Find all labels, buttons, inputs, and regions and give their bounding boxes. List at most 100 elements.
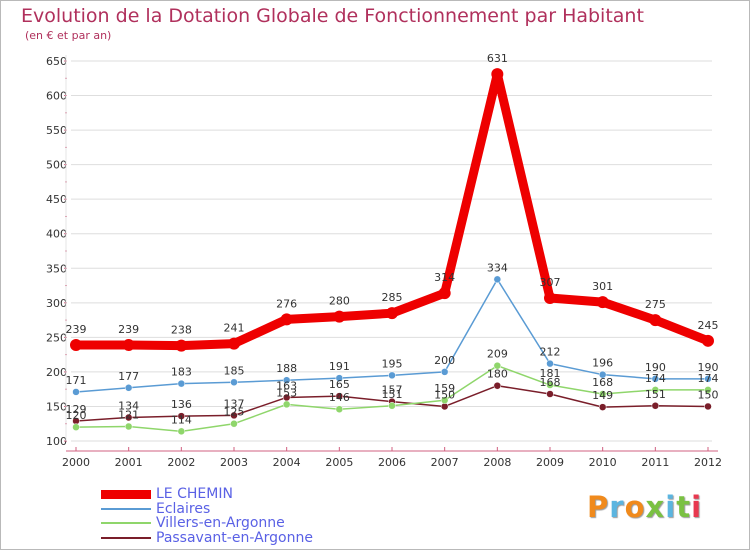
data-point	[280, 313, 293, 326]
data-point	[704, 386, 712, 394]
data-label: 181	[540, 367, 561, 380]
x-tick-label: 2008	[483, 456, 511, 469]
data-point	[546, 390, 554, 398]
data-point	[230, 411, 238, 420]
chart-title: Evolution de la Dotation Globale de Fonc…	[21, 5, 644, 27]
data-point	[651, 375, 660, 383]
data-point	[546, 359, 554, 368]
data-label: 151	[645, 388, 666, 401]
data-label: 163	[276, 379, 297, 392]
x-tick-label: 2010	[589, 456, 617, 469]
data-point	[438, 287, 451, 300]
data-label: 136	[171, 398, 192, 411]
data-label: 307	[540, 276, 561, 289]
logo-letter: r	[609, 490, 625, 524]
data-point	[72, 423, 80, 431]
data-label: 301	[592, 280, 613, 293]
data-label: 276	[276, 297, 297, 310]
x-tick-label: 2011	[641, 456, 669, 469]
data-point	[333, 310, 346, 323]
data-point	[282, 376, 291, 384]
data-point	[493, 275, 502, 284]
x-tick-label: 2009	[536, 456, 564, 469]
data-label: 129	[66, 403, 87, 416]
data-point	[544, 291, 556, 304]
data-point	[440, 402, 449, 411]
data-label: 137	[224, 397, 245, 410]
x-tick-label: 2001	[115, 456, 143, 469]
legend-label: LE CHEMIN	[156, 486, 233, 502]
data-point	[386, 307, 398, 320]
series-line	[71, 69, 713, 351]
data-label: 631	[487, 52, 508, 65]
legend-swatch-eclaires	[101, 508, 151, 510]
data-label: 314	[434, 271, 455, 284]
data-label: 185	[224, 364, 245, 377]
data-point	[388, 371, 396, 380]
y-tick-label: 350	[46, 262, 67, 275]
data-point	[702, 334, 714, 347]
legend-swatch-villers	[101, 522, 151, 524]
data-point	[598, 403, 607, 411]
data-point	[491, 68, 504, 81]
logo-letter: t	[676, 490, 692, 524]
data-label: 180	[487, 368, 508, 381]
legend-label: Villers-en-Argonne	[156, 515, 285, 531]
data-label: 134	[118, 400, 139, 413]
data-point	[335, 405, 344, 413]
data-label: 150	[434, 388, 455, 401]
x-tick-label: 2012	[694, 456, 722, 469]
data-point	[335, 392, 344, 400]
x-tick-label: 2006	[378, 456, 406, 469]
legend-label: Eclaires	[156, 501, 211, 517]
logo-letter: i	[691, 490, 703, 524]
data-point	[388, 402, 396, 410]
data-label: 149	[592, 389, 613, 402]
legend-item-passavant: Passavant-en-Argonne	[101, 531, 313, 545]
chart-subtitle: (en € et par an)	[25, 29, 112, 42]
y-tick-label: 400	[46, 228, 67, 241]
data-label: 174	[645, 372, 666, 385]
data-label: 121	[118, 408, 139, 421]
data-label: 239	[118, 323, 139, 336]
y-tick-label: 150	[46, 400, 67, 413]
data-label: 195	[382, 357, 403, 370]
data-label: 190	[698, 361, 719, 374]
data-label: 150	[698, 388, 719, 401]
data-label: 183	[171, 366, 192, 379]
data-label: 157	[382, 384, 403, 397]
y-tick-label: 100	[46, 435, 67, 448]
data-label: 146	[329, 391, 350, 404]
y-tick-label: 200	[46, 366, 67, 379]
data-label: 125	[224, 406, 245, 419]
data-label: 196	[592, 357, 613, 370]
x-tick-label: 2000	[62, 456, 90, 469]
data-label: 151	[382, 388, 403, 401]
data-label: 241	[224, 322, 245, 335]
legend-item-le-chemin: LE CHEMIN	[101, 487, 233, 501]
data-label: 153	[276, 386, 297, 399]
data-label: 120	[66, 409, 87, 422]
logo-letter: x	[645, 490, 666, 524]
data-point	[228, 337, 240, 350]
data-point	[282, 400, 291, 409]
data-point	[651, 402, 660, 410]
data-label: 280	[329, 295, 350, 308]
y-tick-label: 550	[46, 124, 67, 137]
data-point	[649, 314, 662, 327]
data-label: 177	[118, 370, 139, 383]
data-point	[493, 381, 502, 390]
data-label: 334	[487, 261, 508, 274]
data-label: 239	[66, 323, 87, 336]
x-tick-label: 2005	[325, 456, 353, 469]
data-point	[335, 374, 344, 382]
legend-item-eclaires: Eclaires	[101, 502, 210, 516]
data-label: 159	[434, 382, 455, 395]
data-point	[440, 396, 449, 404]
data-label: 209	[487, 348, 508, 361]
data-label: 171	[66, 374, 87, 387]
data-label: 238	[171, 324, 192, 337]
legend-swatch-le-chemin	[101, 489, 151, 499]
